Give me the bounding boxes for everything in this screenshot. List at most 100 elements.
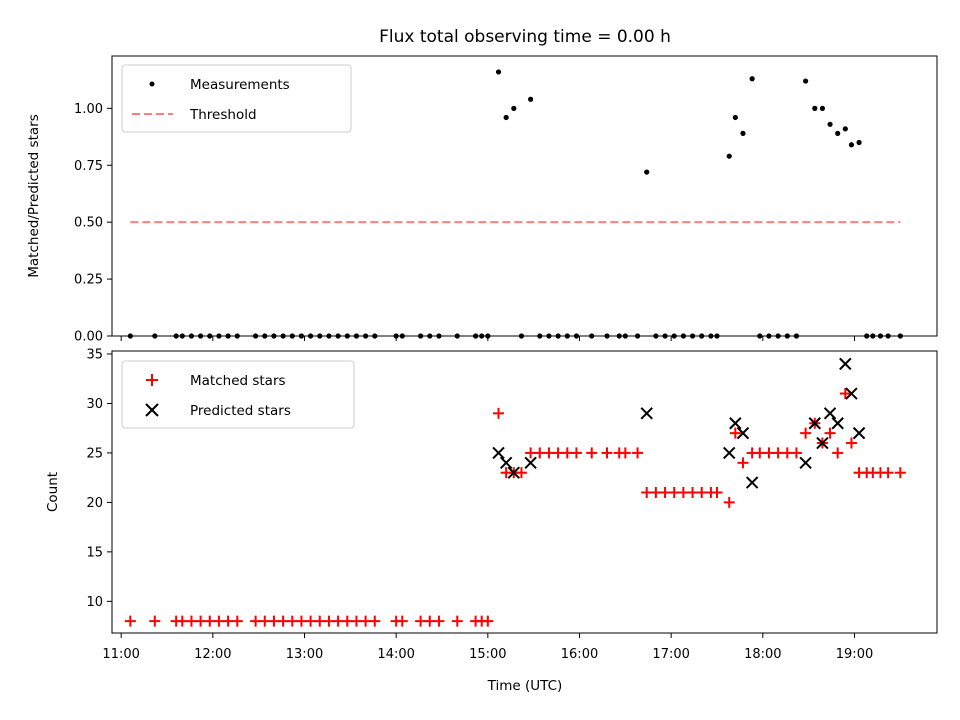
top-y-axis-label: Matched/Predicted stars: [26, 114, 42, 277]
matched-star-point: [882, 467, 894, 479]
legend-threshold-label: Threshold: [189, 107, 257, 123]
measurement-point: [856, 139, 862, 146]
matched-star-point: [723, 496, 735, 508]
measurement-point: [173, 333, 179, 339]
matched-star-point: [424, 615, 436, 627]
predicted-star-point: [723, 446, 736, 460]
matched-star-point: [369, 615, 381, 627]
predicted-star-point: [640, 407, 653, 420]
measurement-point: [564, 333, 570, 339]
measurement-point: [253, 333, 259, 339]
top-plot-marks: [127, 69, 903, 339]
legend-matched-label: Matched stars: [190, 373, 286, 389]
measurement-point: [546, 333, 552, 339]
measurement-point: [418, 333, 424, 339]
measurement-point: [198, 333, 204, 339]
predicted-star-point: [499, 456, 513, 470]
matched-star-point: [286, 615, 298, 627]
measurement-point: [473, 333, 479, 339]
measurement-point: [877, 333, 884, 339]
bottom-x-tick-label: 18:00: [744, 647, 781, 662]
matched-star-point: [839, 388, 851, 400]
measurement-point: [479, 333, 485, 339]
matched-star-point: [482, 615, 494, 627]
measurement-point: [644, 169, 650, 175]
top-y-tick-label: 0.00: [74, 330, 103, 345]
measurement-point: [353, 333, 360, 339]
measurement-point: [803, 78, 809, 84]
top-legend: Measurements Threshold: [121, 64, 352, 133]
matched-star-point: [570, 447, 582, 459]
matched-star-point: [149, 615, 161, 627]
measurement-point: [344, 333, 350, 339]
top-y-axis: 0.00 0.25 0.50 0.75 1.00: [74, 102, 112, 345]
bottom-y-tick-label: 20: [86, 496, 103, 511]
bottom-y-tick-label: 35: [86, 347, 103, 362]
measurement-point: [864, 333, 870, 339]
top-y-tick-label: 1.00: [74, 102, 103, 117]
matched-star-point: [341, 615, 353, 627]
matched-star-point: [800, 427, 812, 439]
matched-star-point: [493, 407, 505, 419]
measurement-point: [179, 333, 185, 339]
matched-star-point: [586, 447, 598, 459]
predicted-star-point-b: [852, 426, 866, 440]
measurement-point: [298, 333, 305, 339]
measurement-point: [188, 333, 195, 339]
bottom-x-tick-label: 14:00: [377, 647, 414, 662]
measurement-point: [573, 333, 580, 339]
measurement-point: [699, 333, 705, 339]
predicted-star-point: [839, 357, 852, 371]
measurement-point: [604, 333, 610, 339]
measurement-point: [454, 333, 460, 339]
top-panel: Flux total observing time = 0.00 h 0.000…: [26, 27, 938, 345]
measurement-point: [289, 333, 295, 339]
predicted-star-point-b: [831, 417, 844, 430]
bottom-y-tick-label: 10: [86, 595, 103, 610]
matched-star-point: [451, 615, 463, 627]
measurement-point: [671, 333, 677, 339]
legend-matched-marker: [146, 374, 158, 386]
measurement-point: [835, 130, 841, 136]
matched-star-point: [711, 486, 723, 498]
matched-star-point: [832, 447, 844, 459]
measurement-point: [372, 333, 378, 339]
measurement-point: [819, 105, 826, 111]
legend-measurements-label: Measurements: [190, 77, 290, 93]
matched-star-point: [737, 457, 749, 469]
predicted-star-point: [736, 426, 750, 440]
bottom-x-tick-label: 16:00: [561, 647, 598, 662]
matched-star-point: [124, 615, 136, 627]
measurement-point: [127, 333, 133, 339]
measurement-point: [589, 333, 595, 339]
measurement-point: [225, 333, 231, 339]
predicted-star-point-b: [808, 417, 821, 430]
top-y-tick-label: 0.25: [74, 273, 103, 288]
measurement-point: [436, 333, 442, 339]
measurement-point: [793, 333, 800, 339]
bottom-y-axis: 10 15 20 25 30 35: [86, 347, 112, 610]
predicted-star-point: [799, 456, 812, 470]
predicted-star-point: [816, 436, 829, 450]
measurement-point: [216, 333, 222, 339]
measurement-point: [784, 333, 790, 339]
predicted-star-point-b: [723, 446, 736, 460]
bottom-x-tick-label: 13:00: [286, 647, 323, 662]
measurement-point: [308, 333, 314, 339]
bottom-plot-marks: [124, 357, 906, 627]
measurement-point: [152, 333, 158, 339]
predicted-star-point: [808, 417, 821, 430]
measurement-point: [714, 333, 720, 339]
predicted-star-point: [823, 407, 837, 420]
measurement-point: [766, 333, 772, 339]
measurement-point: [732, 114, 738, 121]
measurement-point: [740, 130, 746, 136]
measurement-point: [848, 142, 855, 148]
measurement-point: [616, 333, 622, 339]
measurement-point: [528, 96, 534, 102]
measurement-point: [399, 333, 405, 339]
measurement-point: [427, 333, 433, 339]
legend-predicted-label: Predicted stars: [190, 403, 291, 419]
measurement-point: [870, 333, 876, 339]
